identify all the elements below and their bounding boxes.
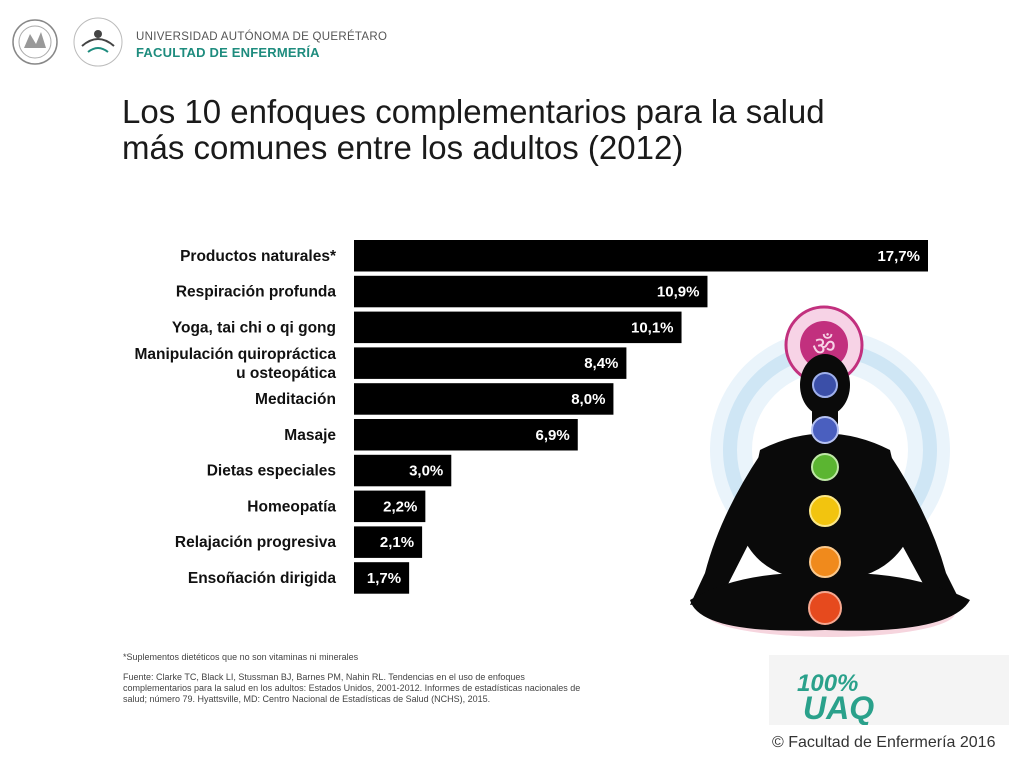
bar-3	[354, 347, 627, 379]
value-label-0: 17,7%	[877, 248, 920, 265]
bar-8	[354, 526, 423, 558]
value-label-7: 2,2%	[383, 498, 417, 515]
category-label-9: Ensoñación dirigida	[188, 570, 337, 587]
value-label-9: 1,7%	[367, 570, 401, 587]
slide-title: Los 10 enfoques complementarios para la …	[122, 94, 882, 166]
bar-7	[354, 490, 426, 523]
category-label-3: Manipulación quiropráctica u osteopática	[134, 346, 336, 382]
value-label-3: 8,4%	[584, 355, 618, 372]
category-label-5: Masaje	[284, 427, 336, 444]
value-label-2: 10,1%	[631, 319, 674, 336]
title-line-1: Los 10 enfoques complementarios para la …	[122, 93, 825, 130]
bar-chart: 17,7% Productos naturales* 10,9% Respiració…	[134, 240, 928, 594]
bar-4	[354, 383, 614, 415]
category-label-6: Dietas especiales	[207, 463, 336, 480]
chakra-icons	[808, 372, 842, 625]
faculty-name: FACULTAD DE ENFERMERÍA	[136, 45, 320, 60]
value-label-4: 8,0%	[571, 391, 605, 408]
category-label-8: Relajación progresiva	[175, 534, 336, 551]
bar-9	[354, 562, 410, 594]
meditation-chakra-illustration: ॐ	[690, 305, 970, 637]
bar-0	[354, 240, 928, 272]
university-logos	[12, 17, 123, 67]
title-line-2: más comunes entre los adultos (2012)	[122, 129, 684, 166]
value-label-8: 2,1%	[380, 534, 414, 551]
svg-text:100%: 100%	[797, 670, 858, 697]
uaq-seal-logo	[12, 19, 58, 65]
copyright: © Facultad de Enfermería 2016	[772, 734, 996, 751]
source-citation: Fuente: Clarke TC, Black LI, Stussman BJ…	[123, 672, 581, 704]
university-name: UNIVERSIDAD AUTÓNOMA DE QUERÉTARO	[136, 31, 388, 43]
category-label-2: Yoga, tai chi o qi gong	[172, 319, 336, 336]
category-label-0: Productos naturales*	[180, 248, 337, 265]
bar-1	[354, 275, 708, 308]
value-label-5: 6,9%	[536, 427, 570, 444]
category-label-7: Homeopatía	[247, 498, 336, 515]
footnote: *Suplementos dietéticos que no son vitam…	[123, 652, 359, 662]
value-label-1: 10,9%	[657, 284, 700, 301]
value-label-6: 3,0%	[409, 463, 443, 480]
category-label-4: Meditación	[255, 391, 336, 408]
svg-text:ॐ: ॐ	[812, 332, 836, 362]
bar-6	[354, 454, 452, 487]
nursing-faculty-logo	[73, 17, 123, 67]
uaq-100-logo: 100% UAQ	[769, 655, 1009, 725]
category-label-1: Respiración profunda	[176, 284, 337, 301]
bar-2	[354, 311, 682, 344]
svg-text:UAQ: UAQ	[803, 690, 874, 725]
bar-5	[354, 419, 578, 451]
